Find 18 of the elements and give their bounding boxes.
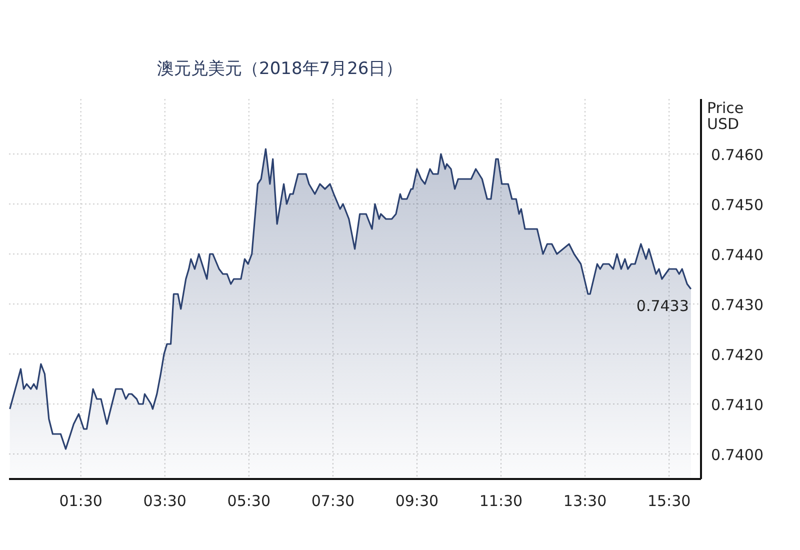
x-tick-label: 03:30	[143, 492, 186, 510]
x-tick-label: 11:30	[479, 492, 523, 510]
x-tick-label: 09:30	[395, 492, 439, 510]
y-axis-title: Price USD	[707, 99, 744, 133]
y-tick-label: 0.7420	[711, 346, 764, 364]
y-tick-label: 0.7410	[711, 396, 764, 414]
x-tick-label: 15:30	[647, 492, 691, 510]
y-tick-label: 0.7440	[711, 246, 764, 264]
x-tick-label: 01:30	[59, 492, 102, 510]
y-tick-label: 0.7400	[711, 446, 764, 464]
x-tick-label: 07:30	[311, 492, 355, 510]
y-tick-label: 0.7450	[711, 196, 764, 214]
x-tick-label: 13:30	[563, 492, 607, 510]
annotation: 0.7433	[636, 297, 689, 315]
x-tick-label: 05:30	[227, 492, 271, 510]
y-tick-label: 0.7430	[711, 296, 764, 314]
chart-title: 澳元兑美元（2018年7月26日）	[157, 59, 403, 79]
y-tick-label: 0.7460	[711, 146, 764, 164]
